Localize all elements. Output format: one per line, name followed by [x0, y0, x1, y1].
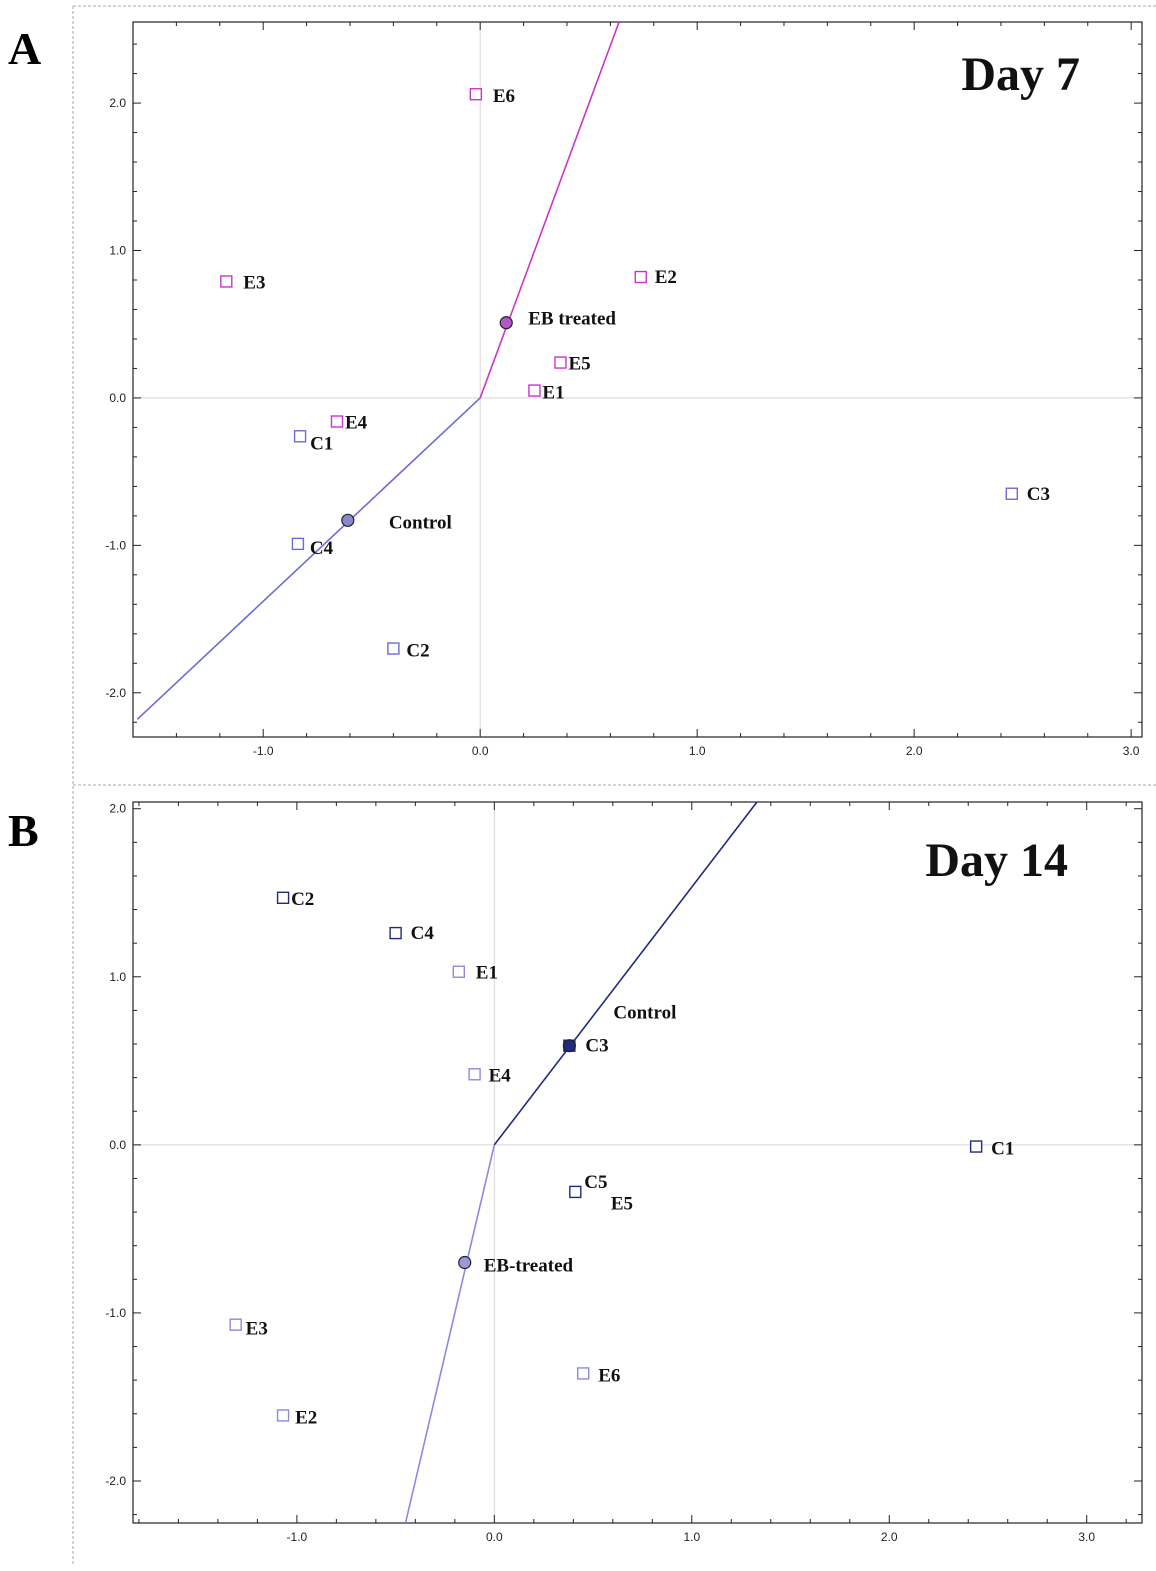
day7-point-e2 — [634, 270, 647, 284]
day7-centroid-treated — [499, 316, 513, 330]
day14-y-tick-label: 0.0 — [109, 1138, 126, 1152]
chart-day-14: -1.0 0.0 1.0 2.0 3.0 -2.0 -1.0 0.0 1.0 2.0 C2 C4 E1 E… — [105, 801, 1143, 1544]
day7-x-tick-label: 1.0 — [689, 744, 706, 758]
day7-x-tick-label: 0.0 — [472, 744, 489, 758]
day14-point-label-e4: E4 — [489, 1065, 512, 1086]
day7-x-tick-label: -1.0 — [253, 744, 274, 758]
day14-point-label-e2: E2 — [295, 1407, 317, 1428]
day7-point-label-c2: C2 — [406, 641, 429, 662]
day14-x-tick-label: 1.0 — [683, 1530, 700, 1544]
day14-label-e5: E5 — [611, 1194, 633, 1215]
day14-point-label-c2: C2 — [291, 889, 314, 910]
day14-vector-control — [493, 801, 758, 1146]
day7-point-label-e3: E3 — [243, 272, 265, 293]
day14-x-tick-label: 2.0 — [881, 1530, 898, 1544]
day7-point-e3 — [220, 275, 233, 288]
day7-vector-control — [136, 397, 481, 720]
day14-point-e6 — [576, 1367, 590, 1380]
day14-title: Day 14 — [925, 834, 1068, 887]
day14-y-tick-label: -1.0 — [105, 1306, 126, 1320]
day14-plot-frame — [132, 801, 1143, 1524]
day14-point-label-e3: E3 — [246, 1319, 268, 1340]
day7-point-label-e1: E1 — [542, 383, 564, 404]
day7-centroid-label-control: Control — [389, 512, 452, 533]
day14-centroid-treated — [458, 1255, 472, 1270]
day7-point-label-c1: C1 — [310, 433, 333, 454]
day7-point-e4 — [330, 415, 344, 428]
day14-point-label-c5: C5 — [584, 1172, 607, 1193]
day14-point-e2 — [276, 1409, 290, 1422]
day7-point-label-e2: E2 — [655, 267, 677, 288]
day7-centroid-control — [341, 513, 355, 527]
day14-point-e3 — [229, 1318, 242, 1331]
day7-point-label-e6: E6 — [493, 86, 515, 107]
day14-point-c5 — [569, 1185, 582, 1199]
day14-point-label-c4: C4 — [411, 923, 435, 944]
day14-point-label-c1: C1 — [991, 1139, 1014, 1160]
day7-vector-treated — [479, 21, 620, 399]
day7-point-e6 — [469, 88, 483, 101]
panel-label-a: A — [8, 23, 41, 74]
day7-y-tick-label: 0.0 — [109, 391, 126, 405]
day14-y-tick-label: 2.0 — [109, 802, 126, 816]
day7-y-tick-label: 2.0 — [109, 96, 126, 110]
day14-point-c2 — [276, 891, 290, 904]
day14-x-tick-label: 0.0 — [486, 1530, 503, 1544]
day14-point-c1 — [969, 1140, 983, 1153]
day7-point-label-e5: E5 — [568, 354, 590, 375]
day7-y-tick-label: -2.0 — [105, 686, 126, 700]
day14-centroid-label-control: Control — [613, 1003, 676, 1024]
day14-x-tick-label: 3.0 — [1078, 1530, 1095, 1544]
day14-vector-treated — [404, 1144, 496, 1524]
day14-point-e1 — [452, 965, 466, 978]
day7-y-tick-label: -1.0 — [105, 538, 126, 552]
day14-point-e4 — [468, 1068, 481, 1081]
day14-point-label-e6: E6 — [598, 1365, 620, 1386]
day7-point-c3 — [1005, 487, 1019, 500]
day14-x-tick-label: -1.0 — [287, 1530, 308, 1544]
day7-point-c4 — [291, 537, 305, 551]
day14-point-c4 — [389, 926, 402, 940]
day14-point-label-c3: C3 — [585, 1036, 608, 1057]
day7-point-c1 — [293, 430, 307, 443]
day7-y-tick-label: 1.0 — [109, 244, 126, 258]
day7-plot-frame — [132, 21, 1143, 738]
day7-point-e1 — [528, 384, 541, 397]
day7-point-label-e4: E4 — [345, 413, 368, 434]
day7-point-label-c4: C4 — [310, 538, 334, 559]
day14-centroid-control — [562, 1039, 576, 1053]
day14-point-label-e1: E1 — [476, 963, 498, 984]
day14-y-tick-label: 1.0 — [109, 970, 126, 984]
day7-centroid-label-treated: EB treated — [528, 309, 616, 330]
day14-y-tick-label: -2.0 — [105, 1474, 126, 1488]
chart-day-7: -1.0 0.0 1.0 2.0 3.0 -2.0 -1.0 0.0 1.0 2.0 E6 E3 E2 E… — [105, 21, 1143, 758]
day7-point-label-c3: C3 — [1027, 484, 1050, 505]
day7-x-tick-label: 2.0 — [906, 744, 923, 758]
day14-centroid-label-treated: EB-treated — [484, 1255, 574, 1276]
day7-title: Day 7 — [961, 48, 1080, 101]
panel-label-b: B — [8, 805, 39, 856]
day7-point-e5 — [554, 356, 567, 369]
day7-point-c2 — [387, 642, 400, 655]
day7-x-tick-label: 3.0 — [1123, 744, 1140, 758]
